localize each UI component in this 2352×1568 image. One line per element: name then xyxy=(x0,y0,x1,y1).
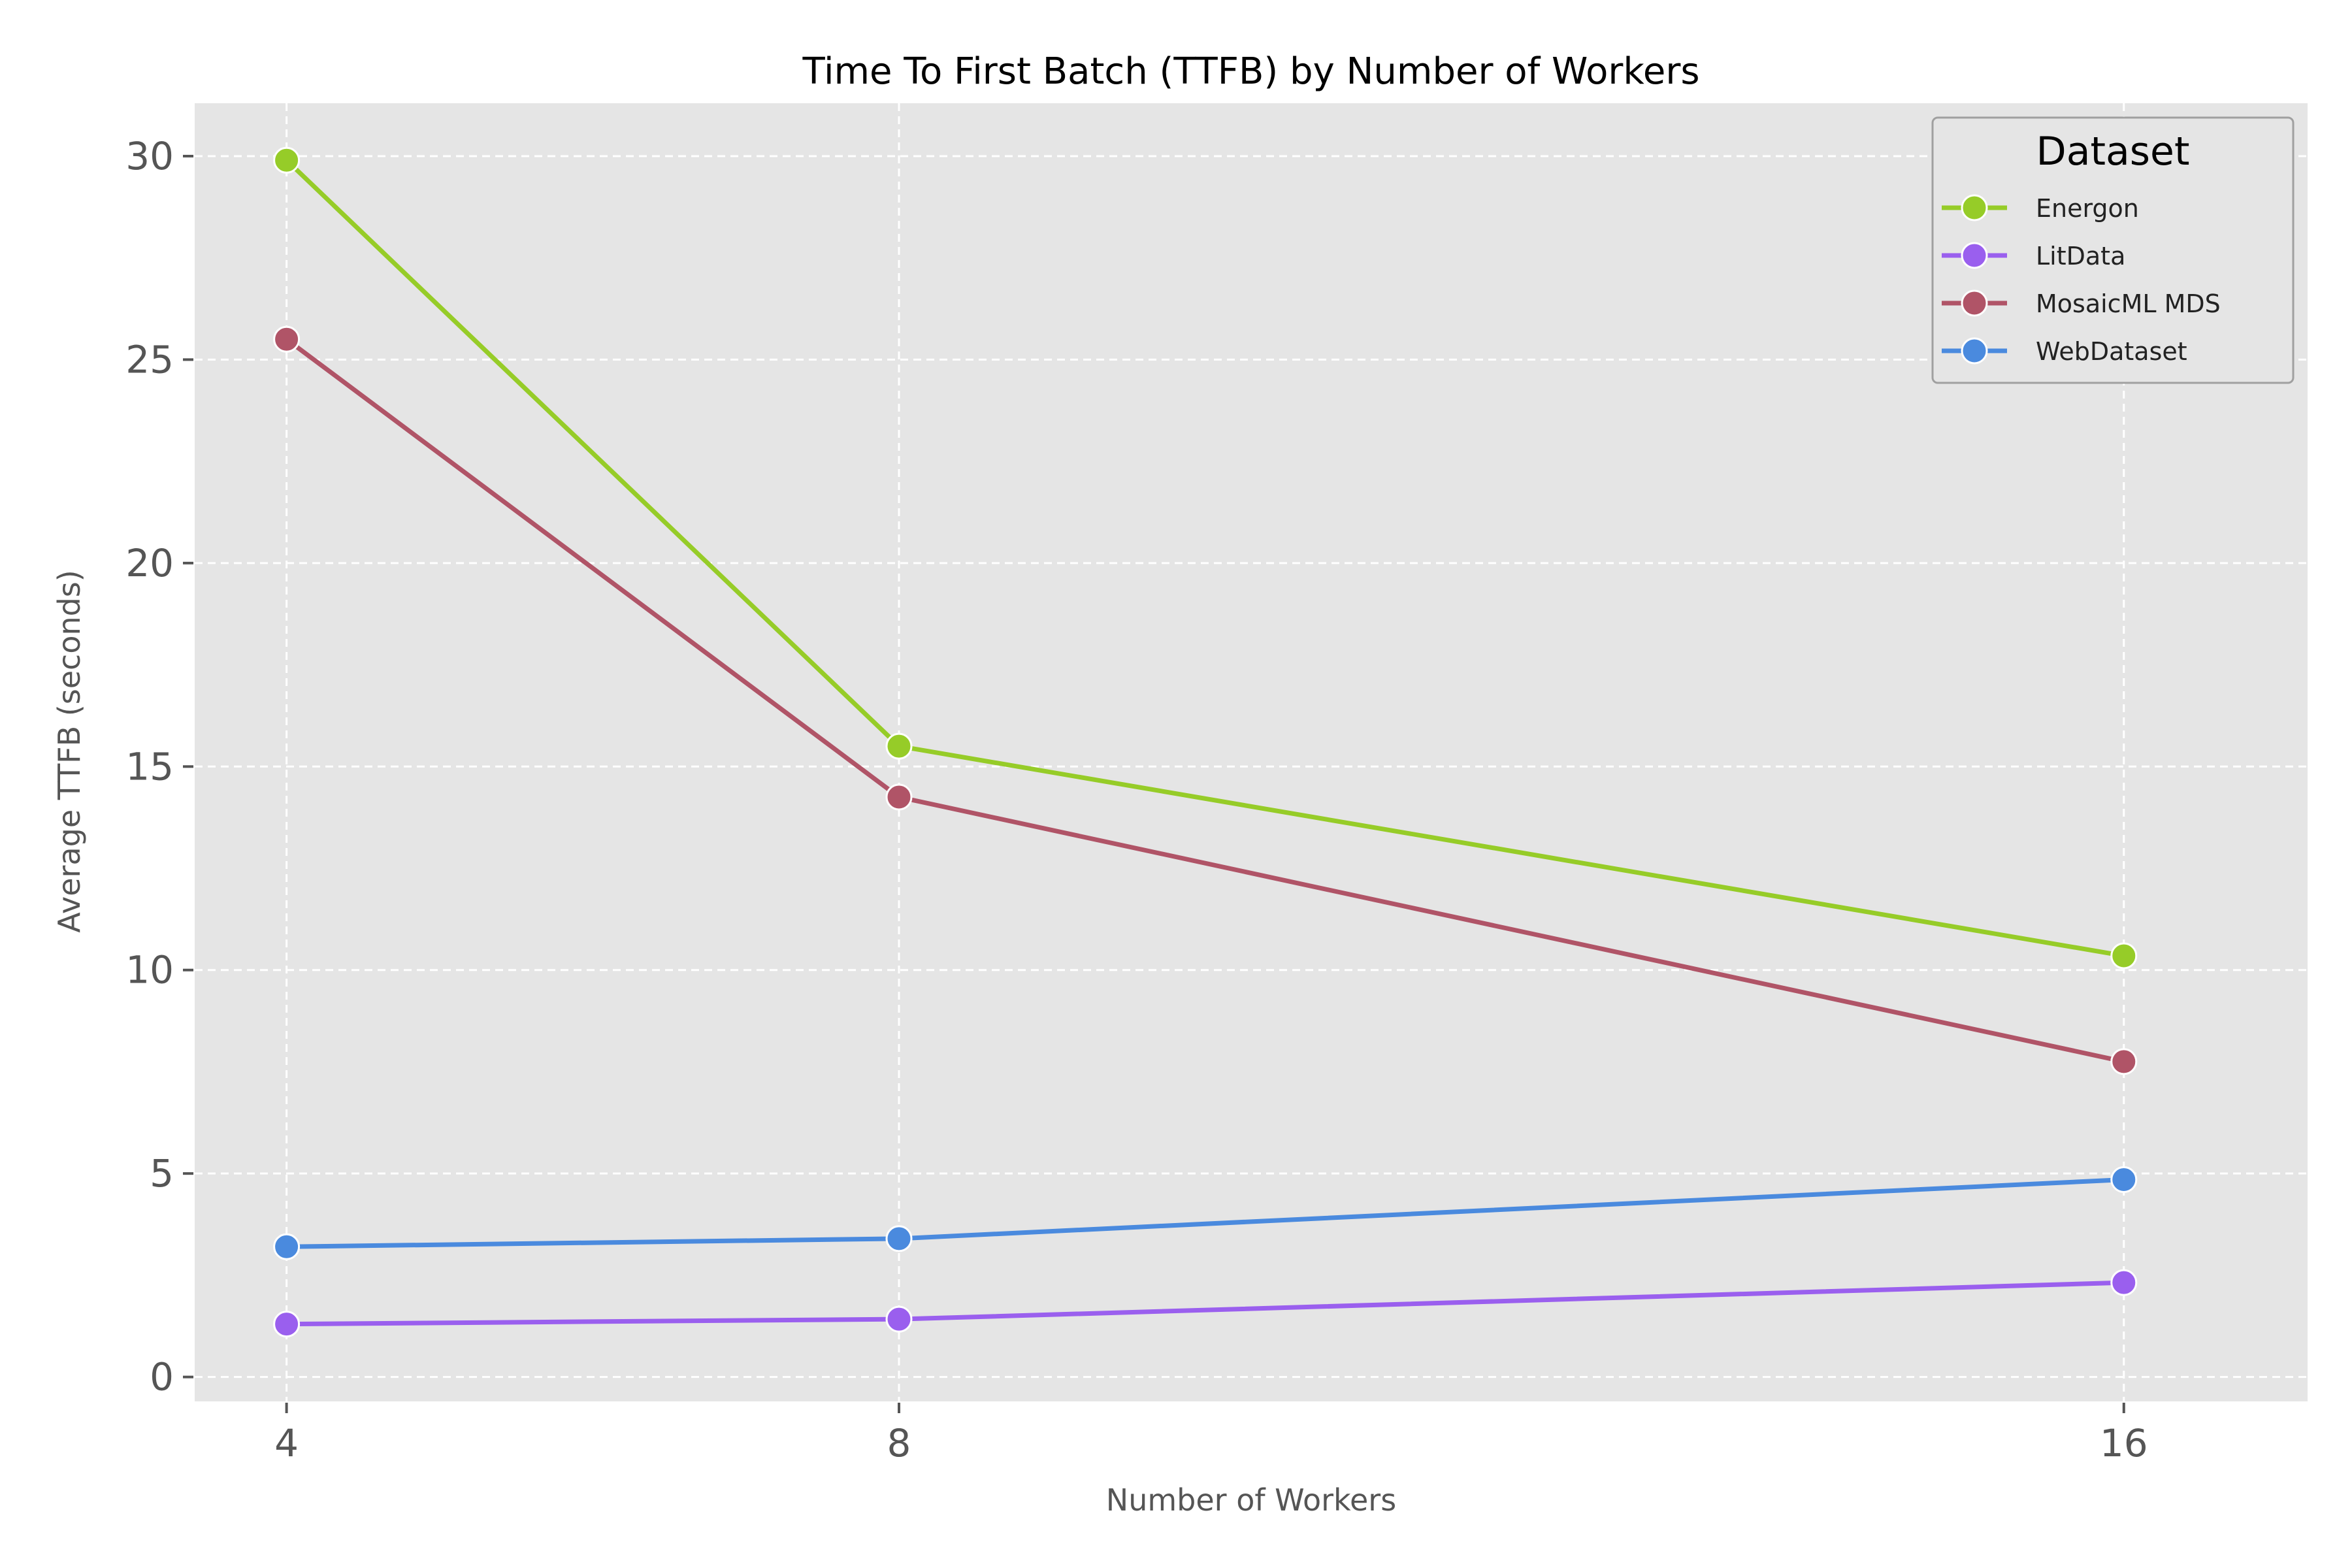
data-point xyxy=(885,1305,913,1333)
data-point xyxy=(2110,1048,2138,1075)
chart-title: Time To First Batch (TTFB) by Number of … xyxy=(802,50,1699,93)
data-point xyxy=(885,783,913,811)
data-point xyxy=(2110,1269,2138,1296)
legend-label: MosaicML MDS xyxy=(2036,289,2221,318)
data-point xyxy=(273,146,301,174)
y-tick-label: 5 xyxy=(150,1151,174,1196)
series-points xyxy=(273,146,2138,1338)
legend-swatch-marker xyxy=(1961,289,1988,317)
data-point xyxy=(2110,942,2138,970)
x-tick-label: 16 xyxy=(2100,1421,2148,1465)
data-point xyxy=(273,325,301,353)
legend-title: Dataset xyxy=(2036,129,2190,174)
legend-label: Energon xyxy=(2036,194,2139,223)
data-point xyxy=(273,1233,301,1260)
legend-label: LitData xyxy=(2036,242,2125,270)
x-tick-label: 8 xyxy=(887,1421,911,1465)
y-tick-label: 25 xyxy=(125,337,174,382)
x-axis-label: Number of Workers xyxy=(1106,1482,1396,1518)
legend-items: Energon LitData MosaicML MDS WebDataset xyxy=(1942,194,2221,366)
data-point xyxy=(2110,1166,2138,1194)
y-tick-label: 20 xyxy=(125,541,174,585)
legend: Dataset Energon LitData MosaicML MDS WebDat… xyxy=(1931,116,2295,384)
legend-swatch-marker xyxy=(1961,242,1988,269)
y-tick-label: 0 xyxy=(150,1355,174,1399)
y-tick-label: 10 xyxy=(125,948,174,992)
y-axis-label: Average TTFB (seconds) xyxy=(52,570,87,932)
data-point xyxy=(885,732,913,760)
legend-swatch-marker xyxy=(1961,337,1988,365)
y-tick-label: 15 xyxy=(125,744,174,789)
axis-ticks: 0 5 10 15 20 25 30 4 8 16 xyxy=(125,134,2148,1465)
data-point xyxy=(885,1225,913,1252)
legend-box xyxy=(1931,116,2295,384)
legend-label: WebDataset xyxy=(2036,337,2187,366)
legend-swatch-marker xyxy=(1961,194,1988,221)
x-tick-label: 4 xyxy=(274,1421,299,1465)
y-tick-label: 30 xyxy=(125,134,174,178)
data-point xyxy=(273,1311,301,1338)
